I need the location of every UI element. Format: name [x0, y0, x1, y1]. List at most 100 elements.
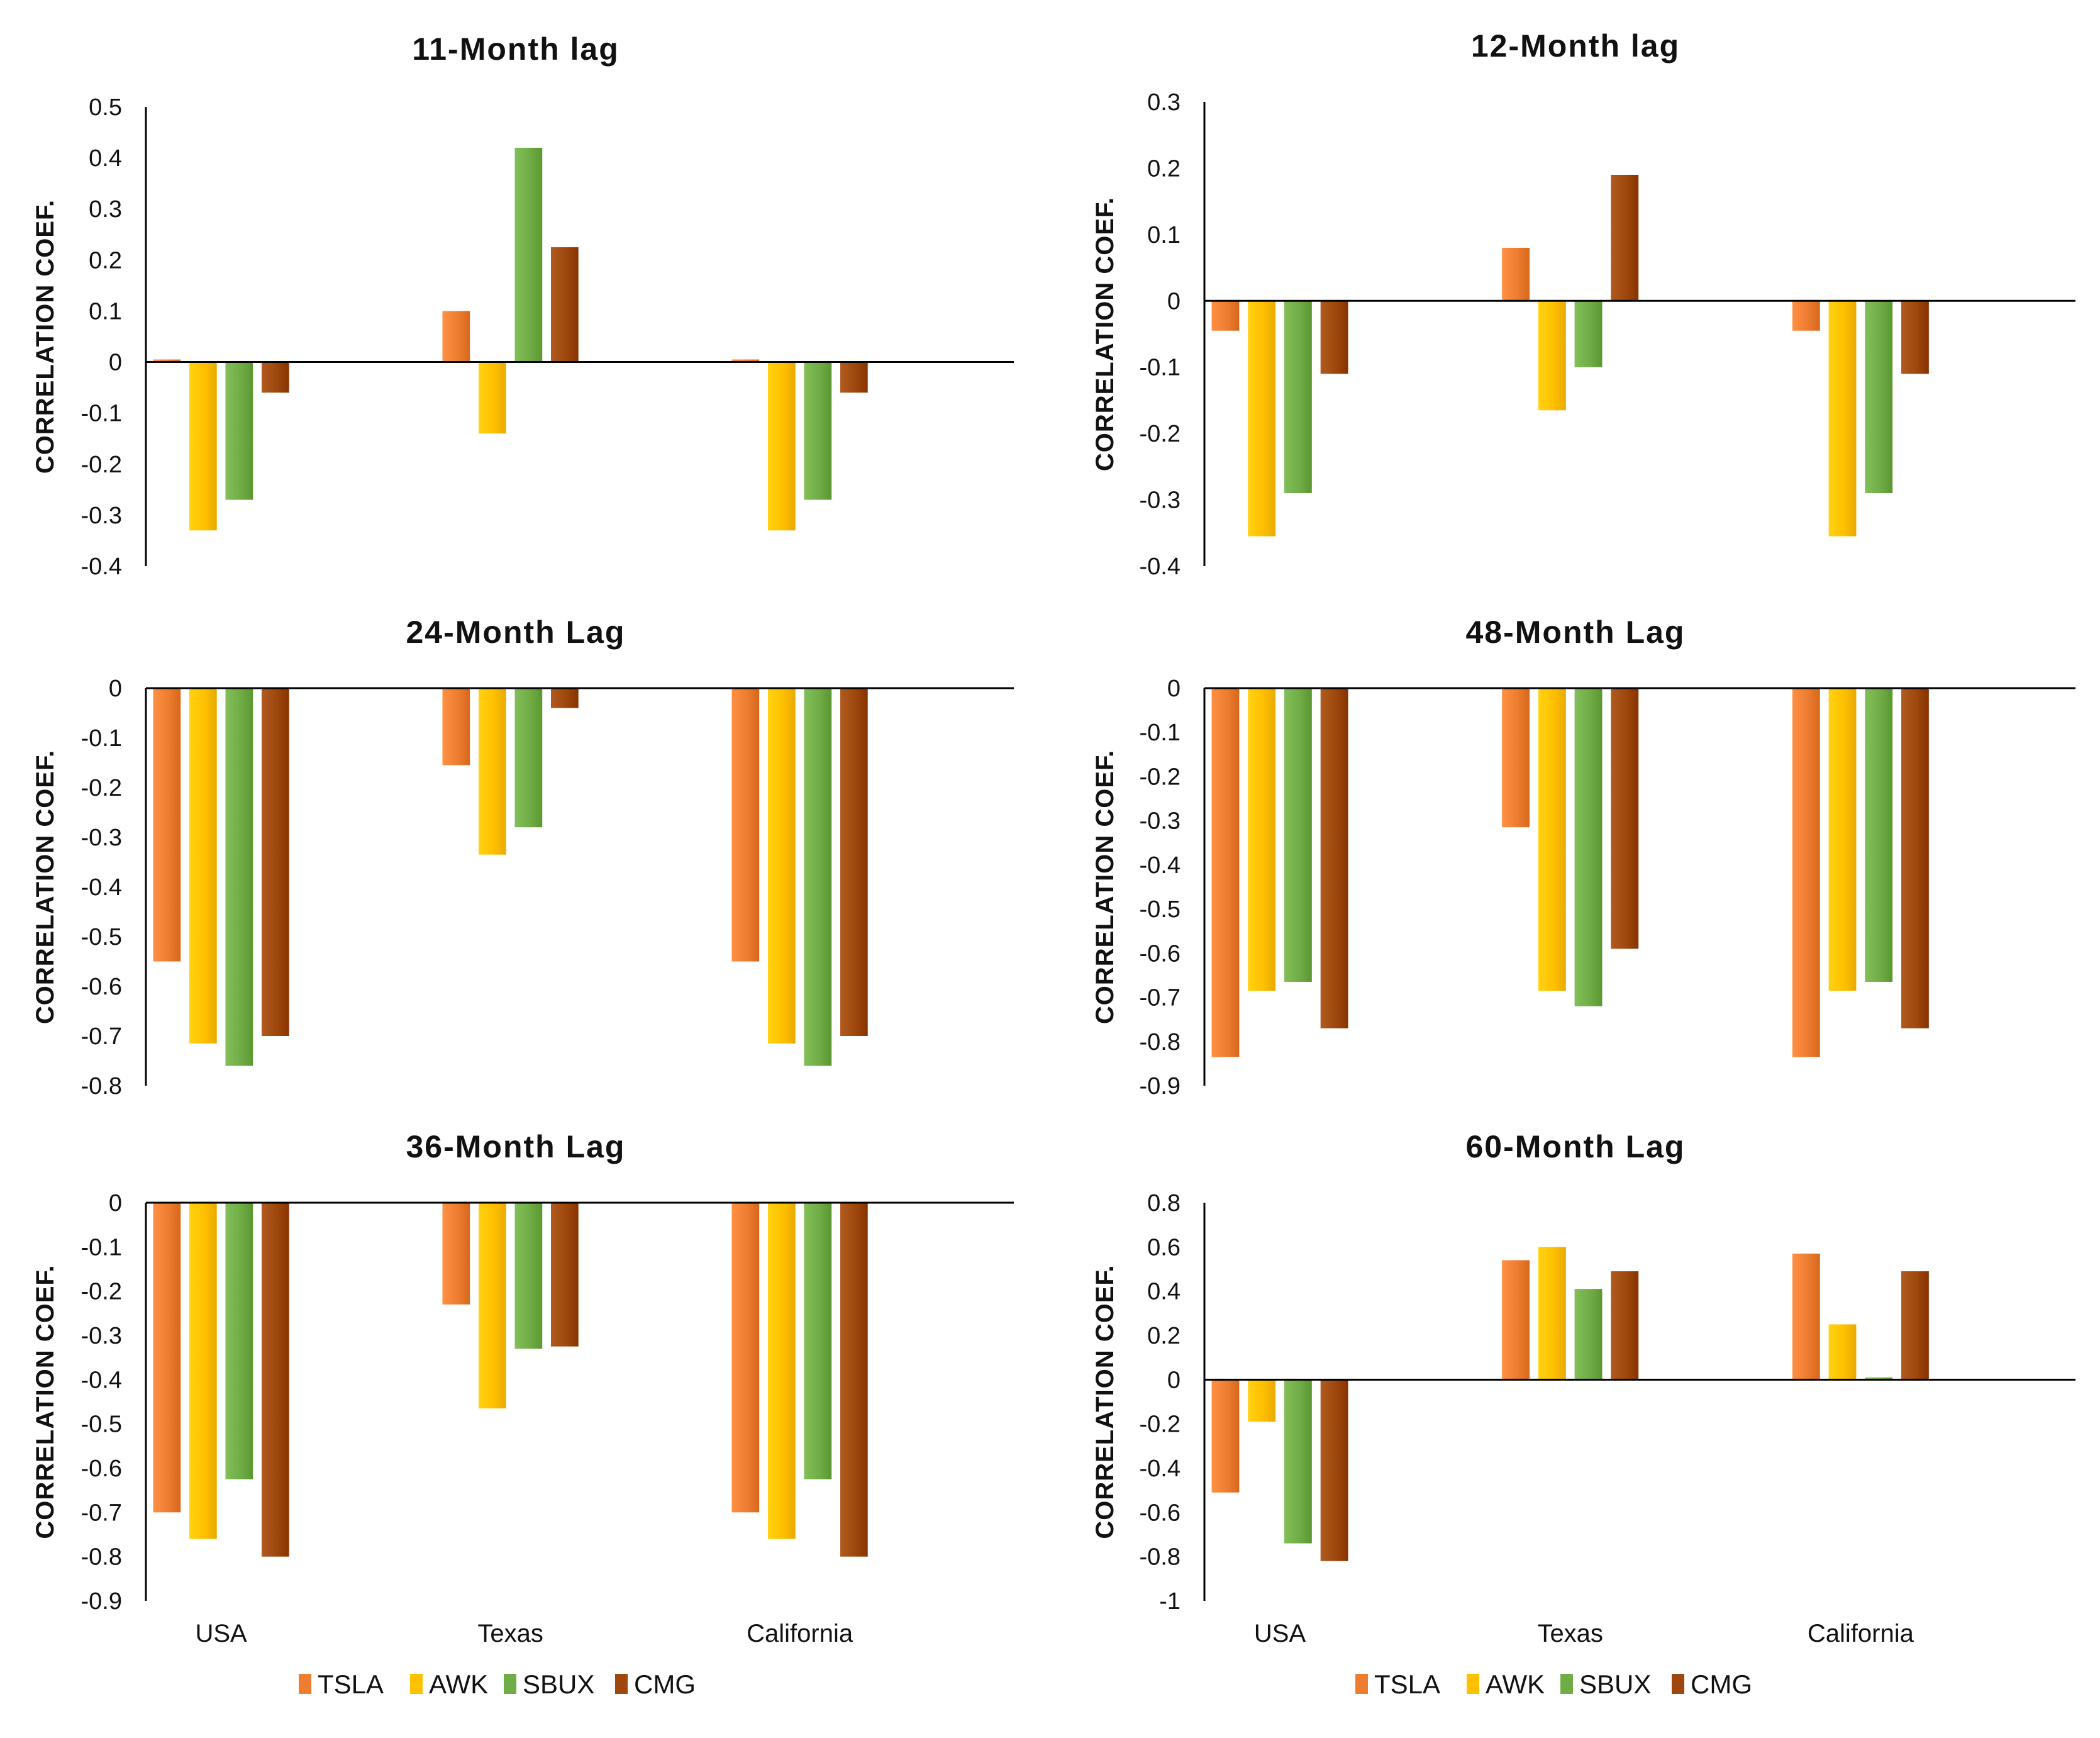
- y-tick-label: -0.4: [1140, 1456, 1181, 1482]
- chart-panel-1: 11-Month lag CORRELATION COEF. 0.5 0.4 0.3 0.…: [31, 31, 1014, 580]
- chart-title: 60-Month Lag: [1466, 1129, 1686, 1164]
- bar-cmg-texas: [551, 1203, 579, 1347]
- bar-awk-usa: [189, 1203, 217, 1539]
- bar-cmg-california: [840, 688, 868, 1036]
- y-tick-label: -0.3: [1140, 487, 1181, 514]
- bar-tsla-california: [731, 1203, 760, 1513]
- bar-sbux-texas: [1574, 1289, 1603, 1380]
- bar-tsla-california: [731, 688, 760, 962]
- y-tick-label: -0.8: [81, 1544, 122, 1571]
- bar-awk-texas: [479, 688, 506, 855]
- x-category-label: Texas: [1537, 1620, 1603, 1647]
- bar-cmg-texas: [551, 688, 579, 708]
- bar-awk-usa: [1248, 301, 1276, 537]
- y-tick-label: 0.2: [1147, 155, 1181, 182]
- y-tick-label: -0.2: [81, 775, 122, 801]
- legend-label-awk: AWK: [429, 1669, 488, 1699]
- y-tick-label: -0.6: [1140, 940, 1181, 967]
- y-tick-label: -0.2: [81, 452, 122, 478]
- bar-awk-texas: [479, 362, 506, 434]
- y-tick-label: 0: [109, 1190, 122, 1217]
- y-tick-label: -0.2: [1140, 764, 1181, 790]
- bar-cmg-california: [840, 1203, 868, 1557]
- bar-sbux-texas: [1574, 301, 1603, 367]
- bar-tsla-texas: [1502, 688, 1530, 828]
- legend-label-cmg: CMG: [634, 1669, 696, 1699]
- bar-sbux-texas: [1574, 688, 1603, 1006]
- chart-panel-3: 24-Month Lag CORRELATION COEF. 0 -0.1 -0.2 -0…: [31, 615, 1014, 1100]
- chart-title: 36-Month Lag: [406, 1129, 626, 1164]
- y-tick-label: -0.9: [1140, 1073, 1181, 1100]
- y-tick-label: -0.5: [81, 1412, 122, 1438]
- bar-awk-california: [1828, 301, 1857, 537]
- y-tick-label: -0.7: [1140, 985, 1181, 1011]
- bar-tsla-usa: [153, 1203, 181, 1513]
- bar-cmg-usa: [262, 688, 289, 1036]
- y-tick-label: 0: [109, 676, 122, 702]
- y-axis-label: CORRELATION COEF.: [31, 1264, 59, 1539]
- bar-tsla-texas: [1502, 1260, 1530, 1380]
- chart-title: 48-Month Lag: [1466, 615, 1686, 650]
- legend-swatch-sbux: [1560, 1674, 1573, 1694]
- legend-label-sbux: SBUX: [1579, 1669, 1651, 1699]
- legend-label-sbux: SBUX: [523, 1669, 594, 1699]
- bar-awk-california: [1828, 1324, 1857, 1380]
- legend-label-tsla: TSLA: [318, 1669, 384, 1699]
- bar-sbux-california: [804, 362, 832, 500]
- y-tick-label: 0.2: [89, 247, 122, 274]
- bar-awk-texas: [1538, 1247, 1566, 1380]
- chart-title: 12-Month lag: [1471, 28, 1680, 64]
- y-tick-label: -0.6: [81, 974, 122, 1000]
- y-tick-label: -0.3: [81, 503, 122, 529]
- bar-awk-california: [1828, 688, 1857, 991]
- y-tick-label: 0.1: [89, 298, 122, 325]
- y-tick-label: -0.8: [81, 1073, 122, 1100]
- y-tick-label: -0.1: [1140, 355, 1181, 381]
- bar-sbux-usa: [225, 362, 253, 500]
- bar-sbux-california: [1865, 301, 1893, 494]
- legends: TSLA AWK SBUX CMG TSLA AWK SBUX CMG: [299, 1669, 1752, 1699]
- y-tick-label: -0.6: [81, 1456, 122, 1482]
- legend-label-tsla: TSLA: [1374, 1669, 1440, 1699]
- chart-panel-5: 36-Month Lag CORRELATION COEF. 0 -0.1 -0.2 -0…: [31, 1129, 1014, 1647]
- x-category-label: USA: [1254, 1620, 1306, 1647]
- legend-label-cmg: CMG: [1691, 1669, 1752, 1699]
- chart-title: 11-Month lag: [412, 31, 619, 67]
- y-tick-label: 0.6: [1147, 1234, 1181, 1261]
- y-tick-label: -0.4: [81, 554, 122, 580]
- y-tick-label: -0.8: [1140, 1544, 1181, 1571]
- y-tick-label: -0.9: [81, 1588, 122, 1615]
- bar-cmg-california: [1901, 688, 1929, 1028]
- chart-panel-6: 60-Month Lag CORRELATION COEF. 0.8 0.6 0.4 0.…: [1091, 1129, 2075, 1647]
- y-axis-label: CORRELATION COEF.: [1091, 197, 1119, 471]
- y-tick-label: -0.4: [1140, 852, 1181, 879]
- y-tick-label: 0.1: [1147, 222, 1181, 248]
- bar-sbux-texas: [514, 147, 543, 362]
- bar-awk-texas: [1538, 301, 1566, 411]
- bar-cmg-texas: [1611, 174, 1639, 301]
- chart-title: 24-Month Lag: [406, 615, 626, 650]
- bar-sbux-california: [1865, 688, 1893, 982]
- bar-tsla-texas: [1502, 247, 1530, 301]
- bar-tsla-california: [1792, 1253, 1820, 1380]
- y-tick-label: -0.1: [1140, 720, 1181, 746]
- bar-awk-usa: [1248, 688, 1276, 991]
- x-category-label: California: [747, 1620, 853, 1647]
- chart-panel-2: 12-Month lag CORRELATION COEF. 0.3 0.2 0.1 0 -…: [1091, 28, 2075, 580]
- y-tick-label: -0.8: [1140, 1029, 1181, 1056]
- y-tick-label: -0.5: [81, 924, 122, 950]
- y-tick-label: 0.4: [89, 145, 122, 172]
- bar-awk-texas: [479, 1203, 506, 1409]
- y-axis-label: CORRELATION COEF.: [31, 199, 59, 474]
- y-tick-label: -1: [1159, 1588, 1181, 1615]
- bar-awk-usa: [189, 688, 217, 1044]
- y-tick-label: -0.3: [1140, 808, 1181, 835]
- bar-cmg-texas: [551, 247, 579, 362]
- bar-tsla-texas: [442, 1203, 470, 1305]
- y-tick-label: 0: [1167, 1367, 1181, 1393]
- bar-cmg-usa: [1320, 301, 1348, 374]
- y-tick-label: -0.4: [81, 874, 122, 901]
- y-tick-label: -0.4: [1140, 554, 1181, 580]
- y-tick-label: 0: [109, 350, 122, 376]
